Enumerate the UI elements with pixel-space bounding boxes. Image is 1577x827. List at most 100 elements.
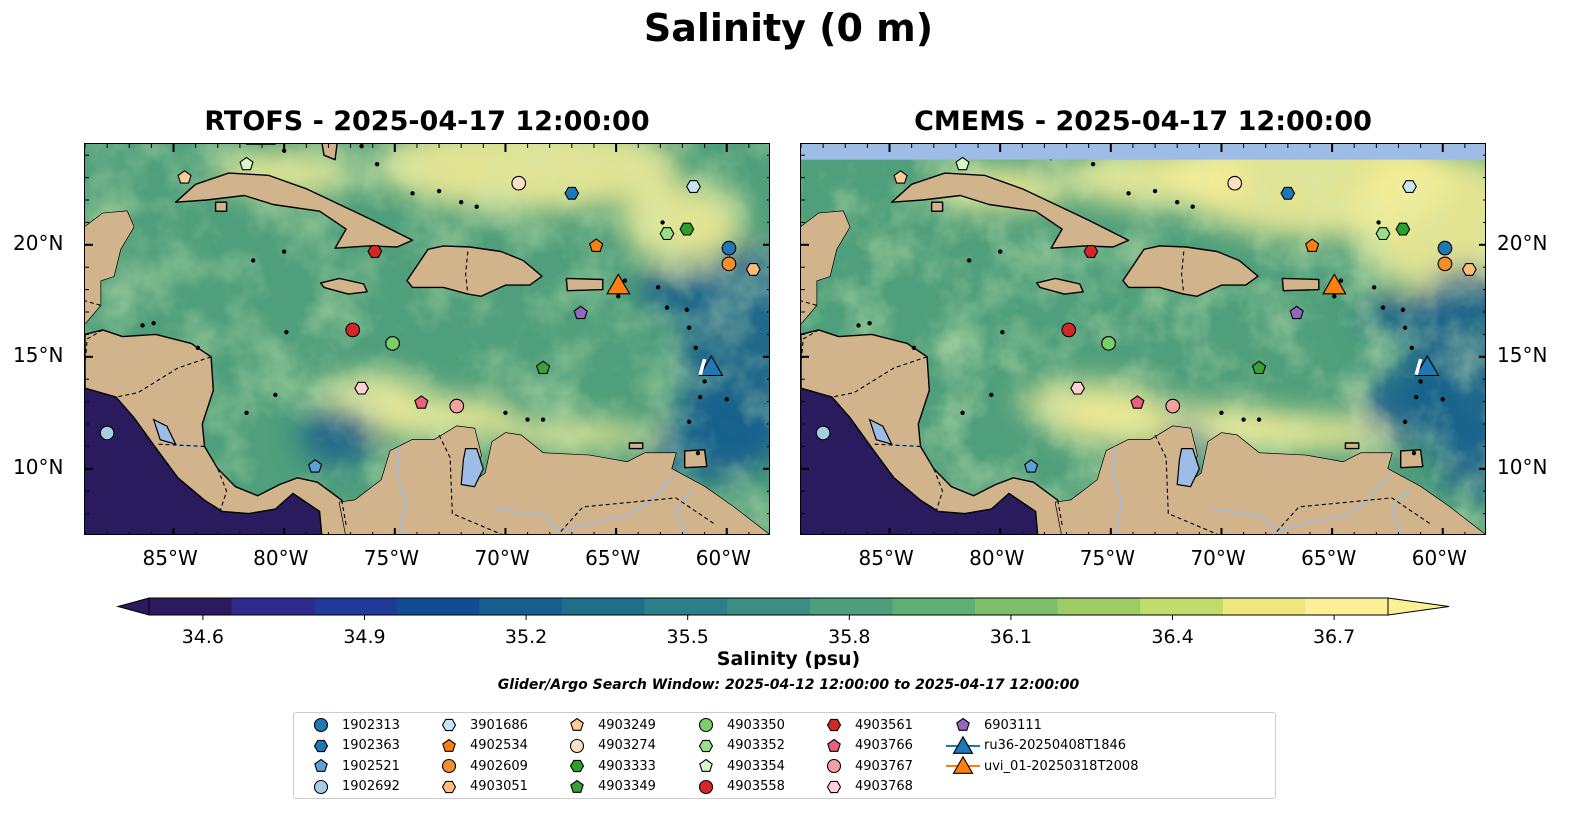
map-panel-rtofs[interactable] [84,143,770,535]
marker-4903768 [354,381,370,395]
legend-marker-circle-icon [313,717,329,733]
country-border [873,443,921,447]
small-island [410,191,415,196]
platform-markers [99,156,761,473]
marker-1902363 [564,186,580,200]
small-island [525,417,530,422]
legend-marker-hexagon-icon [441,718,457,732]
small-island [686,325,692,330]
legend-item: 3901686 [432,715,528,735]
legend-marker-hexagon-icon [569,759,585,773]
legend-label: 1902521 [342,758,400,774]
colorbar-segment [892,598,976,615]
legend-label: 4903249 [598,717,656,733]
river [1390,488,1411,534]
marker-4903558 [345,322,361,338]
lake-maracaibo [460,448,484,488]
marker-4903561 [367,245,383,258]
small-island [966,258,972,263]
legend-marker-pentagon-icon [442,738,456,752]
legend-label: 1902363 [342,738,400,753]
panel-title-rtofs: RTOFS - 2025-04-17 12:00:00 [204,106,650,137]
small-island [622,278,628,283]
panel-title-cmems: CMEMS - 2025-04-17 12:00:00 [914,106,1372,137]
small-island [284,329,289,335]
small-island [960,410,965,415]
legend-label: 1902313 [342,717,400,733]
colorbar-segment [479,598,563,615]
puerto-rico [1281,277,1320,292]
colorbar-segment [562,598,646,615]
lon-tick-label: 75°W [1079,546,1136,570]
search-window-subtitle: Glider/Argo Search Window: 2025-04-12 12… [497,677,1080,693]
marker-4903249 [570,717,584,731]
pacific-ocean [85,388,322,534]
small-island [1371,285,1377,290]
legend-marker-hexagon-icon [698,739,714,752]
legend-marker-hexagon-icon [826,718,842,732]
trinidad [1400,449,1424,469]
legend-label: 4903767 [855,758,913,774]
legend-item: 1902363 [304,736,400,756]
legend-item: ru36-20250408T1846 [946,735,1127,756]
map-panel-cmems[interactable] [800,143,1486,535]
legend-item: 4903354 [689,756,785,776]
small-island [867,321,872,326]
small-island [244,410,249,415]
legend-label: 4903350 [727,717,785,733]
small-island [616,294,621,299]
small-island [250,258,256,263]
cuba [890,172,1130,249]
legend-item: 4903352 [689,736,785,756]
legend-marker-hexagon-icon [826,780,842,793]
colorbar-segment [727,598,811,615]
legend-marker-pentagon-icon [956,717,970,731]
south-america-fill [339,426,769,534]
marker-4903349 [535,360,551,375]
no-data-strip [801,144,1485,160]
lon-tick-label: 60°W [695,546,751,570]
marker-1902521 [314,758,328,772]
marker-4903352 [659,227,675,241]
marker-1902363 [313,739,329,752]
colorbar-segment [1305,598,1389,615]
legend-marker-circle-icon [569,738,585,753]
legend-item: 1902521 [304,756,400,776]
colorbar-segment [314,598,398,615]
colorbar-segment [644,598,728,615]
mexico-fill [801,211,850,324]
legend-label: uvi_01-20250318T2008 [984,758,1139,774]
legend-marker-pentagon-icon [570,717,584,731]
marker-4903274 [511,175,527,191]
river [560,474,675,533]
legend-label: ru36-20250408T1846 [984,738,1127,753]
small-island [911,345,917,351]
river [674,488,695,534]
marker-4903249 [177,170,192,184]
country-border [85,300,101,306]
frame-ticks [801,144,1485,534]
small-island [436,188,442,194]
small-island [281,249,287,254]
small-island [1090,161,1096,167]
marker-ru36-20250408T1846 [1415,354,1440,377]
marker-4903767 [1165,398,1181,414]
south-america-fill [1055,426,1485,534]
land-layer [801,144,1485,534]
small-island [1376,220,1381,225]
jamaica [319,277,368,295]
marker-4903558 [1061,322,1077,338]
legend-item: 1902313 [304,715,400,735]
legend-label: 4903768 [855,779,913,794]
small-island [1338,278,1344,283]
country-border [1276,497,1433,532]
colorbar-segment [809,598,893,615]
isla-margarita [1344,442,1360,450]
legend-marker-hexagon-icon [441,780,457,793]
lake-nicaragua [868,418,893,446]
legend-item: 4903350 [689,715,785,735]
colorbar-extend-low [116,597,150,616]
small-island [1256,417,1262,422]
isla-margarita [628,442,644,450]
marker-4903333 [569,759,585,773]
